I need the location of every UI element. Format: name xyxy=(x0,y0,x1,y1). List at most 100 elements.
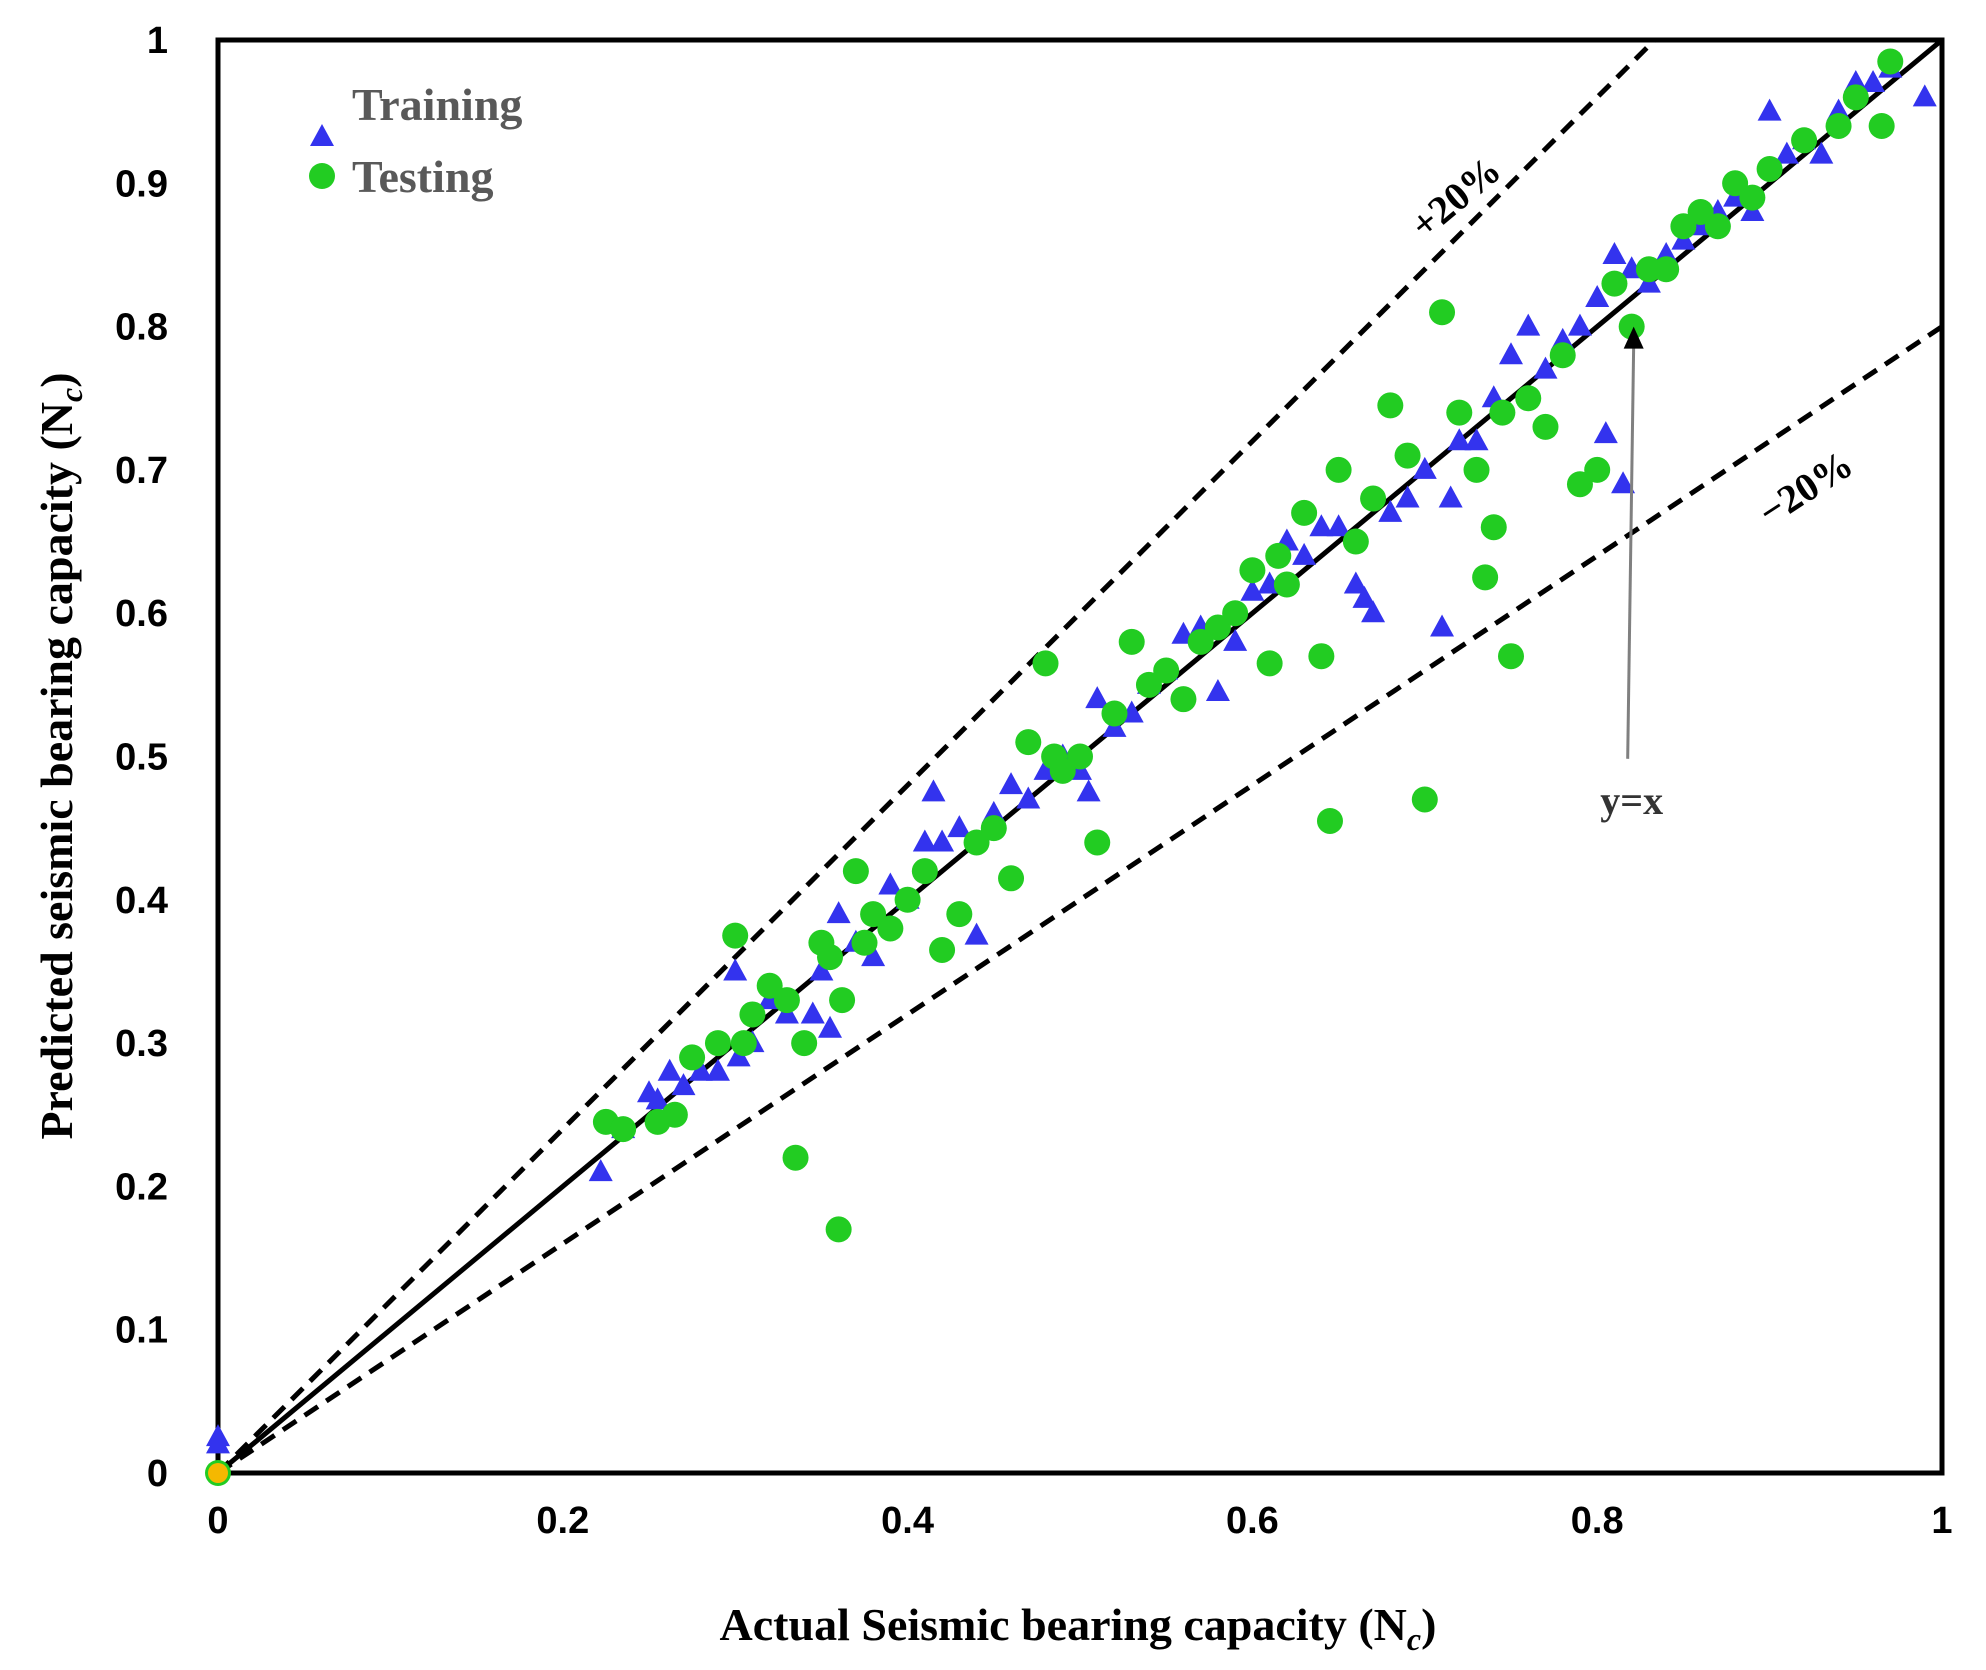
legend: Training Testing xyxy=(309,79,522,202)
training-point xyxy=(1343,571,1368,594)
training-point xyxy=(1223,628,1248,651)
training-point xyxy=(964,922,989,945)
x-tick-label: 0.6 xyxy=(1226,1500,1279,1542)
training-point xyxy=(818,1015,843,1038)
testing-point xyxy=(1498,643,1524,670)
testing-point xyxy=(894,886,921,913)
testing-point xyxy=(756,972,783,999)
training-point xyxy=(1309,514,1334,537)
minus-20-label: −20% xyxy=(1750,441,1861,535)
y-axis-title: Predicted seismic bearing capacity (Nc) xyxy=(31,372,89,1139)
training-point xyxy=(671,1073,696,1096)
testing-point xyxy=(1135,671,1162,698)
testing-point xyxy=(782,1144,809,1171)
training-point xyxy=(1611,471,1636,494)
y-tick-label: 0.4 xyxy=(115,880,168,922)
y-axis-title-end: ) xyxy=(31,372,82,387)
training-point xyxy=(1085,686,1110,709)
testing-point xyxy=(1566,471,1593,498)
testing-point xyxy=(1489,399,1516,426)
y-equals-x-arrow-head xyxy=(1623,326,1644,349)
training-point xyxy=(1430,614,1455,637)
testing-point xyxy=(1446,399,1473,426)
training-point xyxy=(921,779,946,802)
training-point xyxy=(1395,485,1420,508)
training-point xyxy=(1378,499,1403,522)
testing-point xyxy=(1756,155,1783,182)
training-point xyxy=(809,958,834,981)
testing-point xyxy=(1118,628,1145,655)
testing-point xyxy=(1101,700,1128,727)
testing-point xyxy=(1549,342,1576,369)
training-point xyxy=(1326,514,1351,537)
training-point xyxy=(726,1044,751,1067)
testing-point xyxy=(911,858,938,885)
testing-point xyxy=(704,1030,731,1057)
x-tick-label: 0.2 xyxy=(536,1500,589,1542)
testing-point xyxy=(661,1101,688,1128)
legend-testing-label: Testing xyxy=(352,151,493,202)
training-point xyxy=(206,1431,230,1454)
x-tick-label: 0 xyxy=(207,1500,228,1542)
testing-point xyxy=(860,901,887,928)
testing-point xyxy=(610,1116,637,1143)
x-axis-title-end: ) xyxy=(1421,1599,1436,1650)
testing-point xyxy=(730,1030,757,1057)
testing-point xyxy=(877,915,904,942)
testing-point xyxy=(1429,299,1456,326)
testing-point xyxy=(1515,385,1542,412)
testing-point xyxy=(1273,571,1300,598)
testing-point xyxy=(817,944,844,971)
training-point xyxy=(705,1058,730,1081)
testing-point xyxy=(1308,643,1335,670)
y-axis-title-main: Predicted seismic bearing capacity (N xyxy=(31,402,82,1140)
y-tick-label: 0.3 xyxy=(115,1023,168,1065)
testing-point xyxy=(1377,392,1404,419)
testing-point xyxy=(1360,485,1387,512)
training-point xyxy=(1292,542,1317,565)
x-tick-label: 0.8 xyxy=(1571,1500,1624,1542)
training-point xyxy=(1757,98,1782,121)
legend-testing-marker xyxy=(309,163,335,189)
testing-point xyxy=(1204,614,1231,641)
testing-point xyxy=(1316,807,1343,834)
training-point xyxy=(1602,241,1627,264)
testing-point xyxy=(929,936,956,963)
training-point xyxy=(1016,786,1041,809)
y-tick-label: 1 xyxy=(147,20,168,62)
training-point xyxy=(1464,428,1489,451)
testing-point xyxy=(1067,743,1093,770)
testing-point xyxy=(842,858,869,885)
training-point xyxy=(826,901,851,924)
y-equals-x-label: y=x xyxy=(1600,778,1663,823)
annotations: +20% −20% y=x xyxy=(1402,147,1861,823)
testing-point xyxy=(1015,729,1042,756)
testing-point xyxy=(1584,456,1611,483)
training-point xyxy=(1499,342,1523,365)
testing-point xyxy=(1825,112,1852,139)
testing-point xyxy=(1670,213,1697,240)
y-axis-ticks: 0 0.1 0.2 0.3 0.4 0.5 0.6 0.7 0.8 0.9 1 xyxy=(115,20,168,1495)
legend-training-label: Training xyxy=(352,79,522,130)
testing-point xyxy=(829,987,856,1014)
training-point xyxy=(1533,356,1558,379)
testing-point xyxy=(1084,829,1111,856)
testing-point xyxy=(1791,127,1818,154)
training-point xyxy=(1593,421,1618,444)
testing-point xyxy=(1222,600,1249,627)
y-tick-label: 0.7 xyxy=(115,450,168,492)
training-series xyxy=(206,55,1937,1454)
testing-point xyxy=(1411,786,1438,813)
testing-point xyxy=(1325,456,1352,483)
testing-point xyxy=(963,829,990,856)
y-tick-label: 0.1 xyxy=(115,1310,168,1352)
testing-series xyxy=(205,48,1904,1486)
y-axis-title-sub: c xyxy=(53,388,89,402)
testing-point xyxy=(773,987,800,1014)
testing-point xyxy=(1739,184,1766,211)
training-point xyxy=(1412,456,1437,479)
testing-point xyxy=(825,1216,852,1243)
training-point xyxy=(688,1058,713,1081)
y-tick-label: 0.6 xyxy=(115,593,168,635)
training-point xyxy=(588,1159,613,1182)
